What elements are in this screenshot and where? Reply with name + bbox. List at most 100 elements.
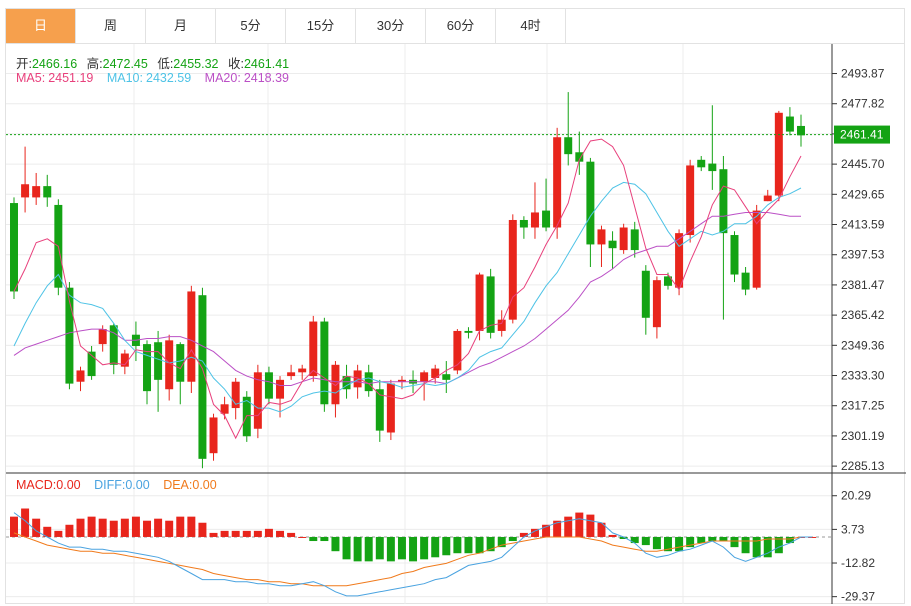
candle-body xyxy=(287,372,296,377)
ma-legend: MA5: 2451.19 MA10: 2432.59 MA20: 2418.39 xyxy=(16,71,295,85)
candle-body xyxy=(176,344,185,382)
candle-body xyxy=(353,370,362,388)
macd-bar xyxy=(464,536,473,554)
candle-body xyxy=(397,379,406,382)
candle-body xyxy=(98,329,107,345)
candle-body xyxy=(697,159,706,168)
macd-bar xyxy=(453,536,462,554)
macd-bar xyxy=(763,536,772,558)
macd-bar xyxy=(519,532,528,537)
macd-bar xyxy=(320,536,329,542)
candle-body xyxy=(797,125,805,136)
tab-1[interactable]: 周 xyxy=(76,9,146,43)
candle-body xyxy=(752,210,761,288)
candle-body xyxy=(331,364,340,405)
macd-bar xyxy=(663,536,672,552)
macd-bar xyxy=(98,518,107,537)
macd-bar xyxy=(641,536,650,546)
candle-body xyxy=(209,417,218,454)
candle-body xyxy=(298,368,307,373)
candle-body xyxy=(198,295,207,459)
current-price-badge xyxy=(834,125,890,144)
candle-body xyxy=(364,372,373,392)
tab-6[interactable]: 60分 xyxy=(426,9,496,43)
chart-frame: 2493.872477.822461.762445.702429.652413.… xyxy=(5,44,906,604)
macd-bar xyxy=(176,516,185,537)
macd-bar xyxy=(508,536,517,542)
tab-4[interactable]: 15分 xyxy=(286,9,356,43)
macd-label: MACD: xyxy=(16,478,57,492)
diff-value: 0.00 xyxy=(125,478,150,492)
low-value: 2455.32 xyxy=(173,57,219,71)
tab-2[interactable]: 月 xyxy=(146,9,216,43)
macd-bar xyxy=(375,536,384,560)
candle-body xyxy=(708,163,717,172)
macd-bar xyxy=(87,516,96,537)
candle-body xyxy=(719,169,728,234)
ma20-value: 2418.39 xyxy=(243,71,289,85)
macd-bar xyxy=(652,536,661,550)
candle-body xyxy=(508,219,517,320)
macd-bar xyxy=(65,524,74,537)
macd-bar xyxy=(697,536,706,544)
macd-bar xyxy=(198,522,207,537)
macd-bar xyxy=(131,516,140,537)
macd-bar xyxy=(165,520,174,537)
candle-body xyxy=(497,319,506,331)
candle-body xyxy=(109,325,118,365)
macd-bar xyxy=(497,536,506,548)
candle-body xyxy=(320,321,329,405)
macd-bar xyxy=(242,530,251,537)
high-value: 2472.45 xyxy=(102,57,148,71)
candle-body xyxy=(586,161,595,245)
tab-3[interactable]: 5分 xyxy=(216,9,286,43)
macd-bar xyxy=(331,536,340,552)
candle-body xyxy=(342,376,351,390)
ma10-label: MA10: xyxy=(106,71,143,85)
diff-label: DIFF: xyxy=(94,478,126,492)
candle-body xyxy=(120,353,129,367)
price-tick-label: 2477.82 xyxy=(841,97,885,111)
ma20-line xyxy=(13,212,801,386)
macd-bar xyxy=(276,530,285,537)
macd-bar xyxy=(220,530,229,537)
candle-body xyxy=(276,379,285,399)
ohlc-legend: 开:2466.16 高:2472.45 低:2455.32 收:2461.41 xyxy=(16,53,295,72)
candle-body xyxy=(442,374,451,380)
ma5-label: MA5: xyxy=(16,71,46,85)
close-value: 2461.41 xyxy=(243,57,290,71)
macd-bar xyxy=(774,536,783,554)
candle-body xyxy=(65,287,74,384)
candle-body xyxy=(231,381,240,409)
candle-body xyxy=(264,372,273,399)
macd-bar xyxy=(253,530,262,537)
macd-tick-label: -29.37 xyxy=(841,590,875,604)
macd-bar xyxy=(575,512,584,537)
candle-body xyxy=(675,233,684,288)
tab-7[interactable]: 4时 xyxy=(496,9,566,43)
macd-bar xyxy=(10,516,18,537)
dea-label: DEA: xyxy=(163,478,193,492)
candle-body xyxy=(741,272,750,290)
macd-bar xyxy=(442,536,451,556)
macd-bar xyxy=(309,536,318,542)
candle-body xyxy=(154,342,163,380)
macd-tick-label: 20.29 xyxy=(841,489,871,503)
candle-body xyxy=(309,321,318,377)
macd-bar xyxy=(686,536,695,548)
macd-bar xyxy=(231,530,240,537)
ma10-line xyxy=(13,181,802,413)
price-tick-label: 2493.87 xyxy=(841,67,885,81)
macd-bar xyxy=(154,518,163,537)
diff-line xyxy=(13,512,813,597)
candle-body xyxy=(652,280,661,328)
macd-bar xyxy=(553,520,562,537)
macd-bar xyxy=(752,536,761,558)
macd-value: 0.00 xyxy=(56,478,81,492)
tab-0[interactable]: 日 xyxy=(6,9,76,43)
tab-5[interactable]: 30分 xyxy=(356,9,426,43)
candle-body xyxy=(542,210,551,228)
candle-body xyxy=(475,274,484,331)
macd-bar xyxy=(21,508,30,537)
candle-body xyxy=(386,383,395,433)
